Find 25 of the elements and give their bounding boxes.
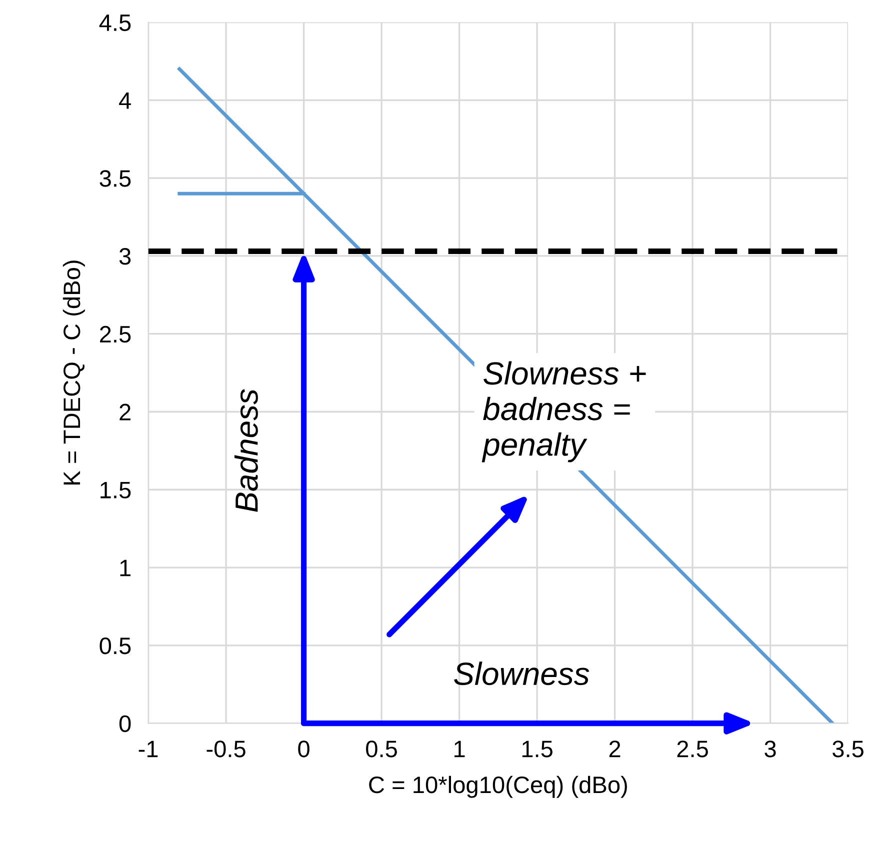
y-tick-label: 3 xyxy=(119,248,131,265)
x-tick-label: 3 xyxy=(764,740,776,758)
x-tick-label: -0.5 xyxy=(206,740,246,758)
y-tick-label: 2 xyxy=(120,404,130,420)
x-axis-title: C = 10*log10(Ceq) (dBo) xyxy=(369,776,627,798)
y-tick-label: 1 xyxy=(120,560,130,576)
x-tick-label: 1 xyxy=(454,740,465,758)
x-tick-label: 3.5 xyxy=(832,740,864,758)
y-tick-label: 0 xyxy=(119,715,131,732)
annotation: Slowness xyxy=(454,662,590,686)
annotation: Badness xyxy=(234,389,258,512)
x-tick-label: 2.5 xyxy=(677,740,708,758)
y-tick-label: 4.5 xyxy=(99,14,131,32)
y-tick-label: 1.5 xyxy=(100,482,131,498)
y-tick-label: 4 xyxy=(119,92,131,109)
x-tick-label: 1.5 xyxy=(522,740,552,758)
annotation: Slowness + badness = penalty xyxy=(482,361,646,462)
x-tick-label: -1 xyxy=(138,740,158,758)
y-tick-label: 2.5 xyxy=(100,326,131,343)
x-tick-label: 2 xyxy=(609,740,620,758)
y-tick-label: 0.5 xyxy=(100,637,131,654)
x-tick-label: 0 xyxy=(298,740,310,758)
x-tick-label: 0.5 xyxy=(366,740,397,758)
y-axis-title: K = TDECQ - C (dBo) xyxy=(62,260,85,484)
y-tick-label: 3.5 xyxy=(100,170,131,187)
